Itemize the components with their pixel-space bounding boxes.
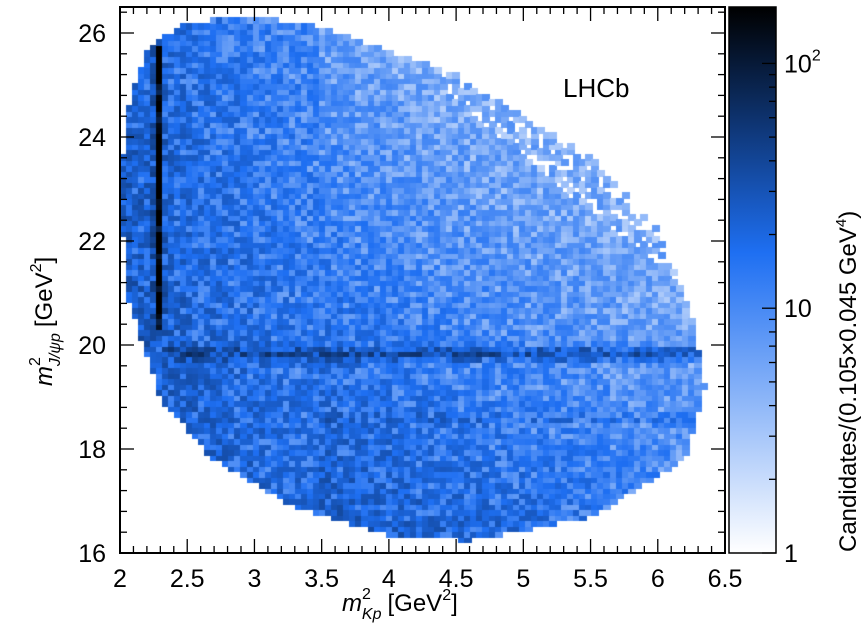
heatmap-bins	[120, 7, 725, 553]
lhcb-label: LHCb	[563, 73, 629, 103]
y-tick-label: 18	[78, 436, 106, 464]
x-axis-tick-labels: 2 2.5 3 3.5 4 4.5 5 5.5 6 6.5	[113, 565, 742, 593]
y-axis-tick-labels: 16 18 20 22 24 26	[78, 20, 106, 568]
x-tick-label: 3.5	[304, 565, 339, 593]
y-axis-title: m2 J/ψp[GeV2]	[27, 257, 64, 386]
x-tick-label: 4	[382, 565, 396, 593]
colorbar	[728, 6, 777, 554]
y-tick-label: 16	[78, 540, 106, 568]
x-tick-label: 2.5	[170, 565, 205, 593]
x-tick-label: 3	[247, 565, 261, 593]
y-axis-ticks	[120, 11, 725, 554]
colorbar-tick-label: 10	[784, 295, 812, 323]
y-tick-label: 24	[78, 124, 106, 152]
colorbar-tick-label: 102	[784, 47, 821, 78]
plot-frame	[119, 6, 726, 554]
x-tick-label: 5	[516, 565, 530, 593]
x-axis-title: m2 Kp [GeV2]	[342, 586, 458, 623]
colorbar-tick-label: 1	[784, 540, 798, 568]
x-tick-label: 6.5	[708, 565, 743, 593]
y-tick-label: 22	[78, 228, 106, 256]
y-tick-label: 26	[78, 20, 106, 48]
colorbar-title: Candidates/(0.105×0.045 GeV4)	[833, 211, 862, 552]
x-tick-label: 6	[651, 565, 665, 593]
x-tick-label: 2	[113, 565, 127, 593]
y-tick-label: 20	[78, 332, 106, 360]
x-tick-label: 5.5	[573, 565, 608, 593]
x-axis-ticks	[119, 7, 726, 553]
colorbar-ticks	[762, 62, 776, 554]
x-tick-label: 4.5	[439, 565, 474, 593]
colorbar-tick-labels: 1 10 102	[784, 47, 821, 568]
